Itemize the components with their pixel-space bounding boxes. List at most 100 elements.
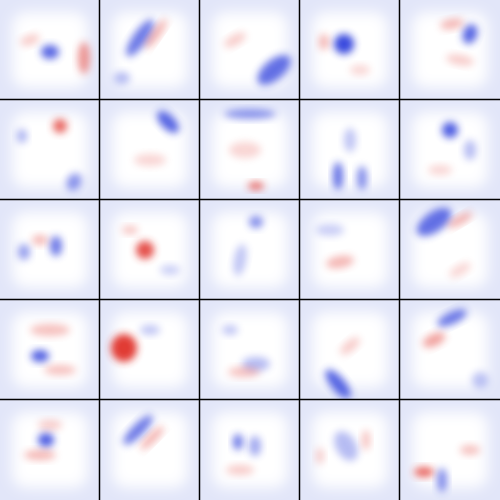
weight-blob xyxy=(44,365,76,375)
weight-tile xyxy=(400,400,500,500)
weight-blob xyxy=(233,434,243,450)
weight-blob xyxy=(333,162,343,190)
weight-blob xyxy=(17,129,27,143)
tile-core xyxy=(12,412,88,488)
weight-blob xyxy=(447,212,473,228)
weight-blob xyxy=(41,45,59,59)
weight-blob xyxy=(20,34,40,46)
weight-blob xyxy=(340,337,360,355)
weight-blob xyxy=(472,372,488,388)
weight-blob xyxy=(334,431,358,461)
weight-blob xyxy=(78,42,90,74)
weight-blob xyxy=(414,467,434,477)
weight-blob xyxy=(316,448,324,464)
weight-blob xyxy=(460,445,480,455)
weight-blob xyxy=(319,34,329,50)
weight-blob xyxy=(156,110,180,134)
weight-blob xyxy=(111,334,137,362)
weight-tile xyxy=(300,100,400,200)
weight-blob xyxy=(440,18,464,30)
weight-blob xyxy=(249,216,263,228)
weight-blob xyxy=(50,236,62,256)
weight-blob xyxy=(32,235,48,245)
weight-blob xyxy=(350,65,370,75)
weight-blob xyxy=(224,32,246,48)
weight-blob xyxy=(18,244,30,260)
tile-core xyxy=(12,112,88,188)
weight-blob xyxy=(344,128,356,152)
weight-blob xyxy=(222,325,238,335)
weight-blob xyxy=(24,450,56,460)
weight-blob xyxy=(357,166,367,190)
weight-blob xyxy=(53,119,67,133)
weight-tile xyxy=(300,400,400,500)
weight-blob xyxy=(326,255,354,269)
weight-tile xyxy=(100,0,200,100)
weight-blob xyxy=(38,433,54,447)
tile-core xyxy=(112,312,188,388)
weight-blob xyxy=(31,350,49,362)
weight-tile xyxy=(100,100,200,200)
weight-blob xyxy=(134,154,166,166)
tile-core xyxy=(312,212,388,288)
weight-blob xyxy=(257,55,291,85)
weight-tile xyxy=(400,200,500,300)
weight-tile xyxy=(0,200,100,300)
weight-tile xyxy=(300,300,400,400)
weight-blob xyxy=(449,262,471,278)
weight-blob xyxy=(428,165,452,175)
weight-blob xyxy=(122,226,138,234)
weight-blob xyxy=(416,207,452,237)
tile-core xyxy=(12,212,88,288)
weight-blob xyxy=(446,54,474,66)
weight-blob xyxy=(437,309,467,327)
weight-blob xyxy=(316,224,344,236)
weight-blob xyxy=(233,244,247,276)
weight-tile xyxy=(400,0,500,100)
weight-tile xyxy=(200,300,300,400)
weight-blob xyxy=(224,109,276,119)
weight-tile xyxy=(100,300,200,400)
tile-core xyxy=(112,12,188,88)
weight-tile xyxy=(0,0,100,100)
tile-core xyxy=(12,312,88,388)
weight-blob xyxy=(160,265,180,275)
weight-tile xyxy=(0,300,100,400)
weight-blob xyxy=(140,325,160,335)
weight-tile xyxy=(300,0,400,100)
weight-blob xyxy=(145,19,167,49)
weight-blob xyxy=(437,468,447,492)
weight-blob xyxy=(442,122,458,138)
weight-blob xyxy=(462,24,478,44)
weight-blob xyxy=(30,324,70,336)
weight-tile xyxy=(0,400,100,500)
weight-blob xyxy=(228,367,260,377)
weight-tile xyxy=(200,0,300,100)
weight-blob xyxy=(248,182,264,190)
weight-tile xyxy=(300,200,400,300)
weight-tile xyxy=(0,100,100,200)
weight-blob xyxy=(362,430,370,450)
weight-tile xyxy=(100,200,200,300)
weight-blob xyxy=(422,332,446,348)
weight-tile xyxy=(200,200,300,300)
weight-blob xyxy=(114,72,130,84)
weight-blob xyxy=(136,241,154,259)
weight-blob xyxy=(464,140,476,160)
weight-blob xyxy=(325,369,351,399)
weight-blob xyxy=(38,420,62,430)
weight-tile xyxy=(200,100,300,200)
weight-blob xyxy=(126,19,154,57)
weight-tile xyxy=(200,400,300,500)
weight-blob xyxy=(123,415,153,445)
tile-core xyxy=(412,312,488,388)
weight-blob xyxy=(249,436,261,456)
weight-blob xyxy=(226,465,254,475)
tile-core xyxy=(212,212,288,288)
weight-tile xyxy=(100,400,200,500)
weight-blob xyxy=(334,34,354,54)
weight-tile xyxy=(400,100,500,200)
weight-blob xyxy=(229,142,261,158)
weight-tile xyxy=(400,300,500,400)
